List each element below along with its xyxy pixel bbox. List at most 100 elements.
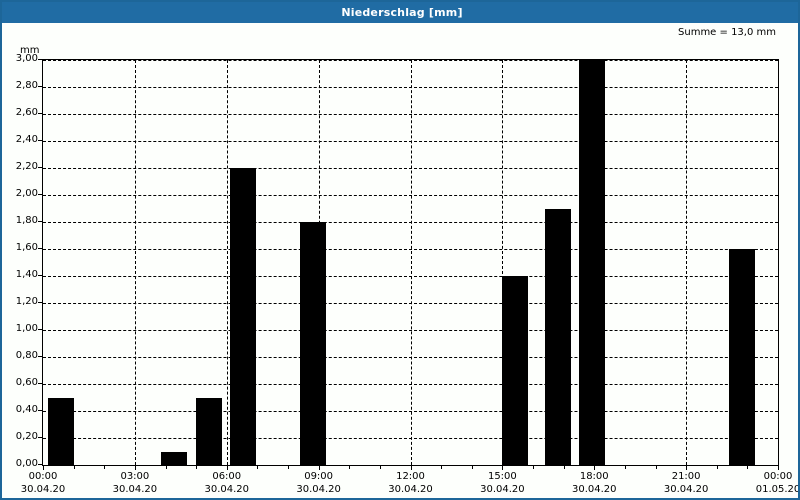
bar [300, 222, 327, 465]
x-axis-tick-mark [594, 465, 596, 470]
y-axis-tick-mark [38, 194, 42, 195]
plot-inner [43, 60, 778, 465]
x-axis-tick-mark [716, 465, 718, 469]
y-axis-tick-mark [38, 464, 42, 465]
bar [545, 208, 572, 465]
x-axis-tick-mark [288, 465, 289, 469]
x-axis-tick-date: 01.05.20 [755, 484, 800, 495]
x-axis-tick-time: 15:00 [487, 471, 517, 482]
y-axis-tick-mark [38, 302, 42, 303]
y-axis-tick-label: 0,80 [15, 350, 38, 361]
x-axis-tick-marks [42, 465, 779, 471]
y-axis-tick-mark [38, 329, 42, 330]
x-axis-tick-mark [471, 465, 473, 469]
y-axis-tick-label: 2,80 [15, 80, 38, 91]
sum-annotation: Summe = 13,0 mm [678, 27, 776, 38]
y-axis-tick-label: 1,20 [15, 296, 38, 307]
x-axis-tick-mark [104, 465, 106, 469]
x-axis-tick-time: 21:00 [671, 471, 701, 482]
x-axis-tick-time: 00:00 [28, 471, 58, 482]
bar [47, 397, 74, 465]
bar [729, 249, 756, 465]
y-axis-tick-label: 0,00 [15, 458, 38, 469]
x-axis-tick-mark [441, 465, 443, 469]
y-axis-tick-mark [38, 383, 42, 384]
x-axis-tick-date: 30.04.20 [388, 484, 433, 495]
x-axis-tick-label: 06:00 30.04.20 [187, 470, 267, 496]
x-axis-tick-mark [257, 465, 259, 469]
x-axis-tick-mark [624, 465, 626, 469]
bar [502, 276, 529, 465]
x-axis-tick-date: 30.04.20 [112, 484, 158, 495]
y-axis-tick-label: 0,40 [15, 404, 38, 415]
x-axis-tick-mark [655, 465, 657, 469]
x-axis-tick-mark [318, 465, 320, 470]
x-axis-tick-mark [196, 465, 198, 469]
x-axis-tick-mark [747, 465, 749, 469]
x-axis-tick-date: 30.04.20 [20, 484, 66, 495]
vertical-gridline [686, 60, 688, 465]
y-axis-tick-mark [38, 248, 42, 249]
y-axis-tick-label: 2,20 [15, 161, 38, 172]
y-axis-tick-mark [38, 113, 42, 114]
y-axis-tick-label: 0,60 [15, 377, 38, 388]
x-axis-tick-label: 00:00 30.04.20 [3, 470, 83, 496]
x-axis-tick-mark [686, 465, 688, 470]
x-axis-tick-mark [563, 465, 565, 469]
y-axis-tick-marks [2, 59, 42, 465]
y-axis-tick-mark [38, 275, 42, 276]
y-axis-tick-label: 1,80 [15, 215, 38, 226]
x-axis-tick-time: 03:00 [120, 471, 150, 482]
y-axis-tick-label: 3,00 [15, 53, 38, 64]
window-title-bar: Niederschlag [mm] [2, 2, 798, 23]
y-axis-tick-label: 0,20 [15, 431, 38, 442]
y-axis-tick-mark [38, 410, 42, 411]
chart-canvas: Summe = 13,0 mm mm 3,00 2,80 2,60 2,40 2,20 2… [2, 23, 798, 498]
x-axis-tick-time: 12:00 [396, 471, 425, 482]
x-axis-tick-label: 15:00 30.04.20 [462, 470, 542, 496]
x-axis-tick-mark [379, 465, 381, 469]
y-axis-tick-label: 2,00 [15, 188, 38, 199]
x-axis-tick-labels: 00:00 30.04.20 03:00 30.04.20 06:00 30.04.20 0… [2, 470, 800, 498]
y-axis-tick-mark [38, 167, 42, 168]
x-axis-tick-mark [502, 465, 504, 470]
x-axis-tick-label: 00:00 01.05.20 [738, 470, 800, 496]
x-axis-tick-mark [533, 465, 534, 469]
x-axis-tick-time: 06:00 [212, 471, 242, 482]
y-axis-tick-mark [38, 356, 42, 357]
x-axis-tick-mark [43, 465, 44, 470]
vertical-gridline [134, 60, 136, 465]
y-axis-tick-label: 1,40 [15, 269, 38, 280]
x-axis-tick-mark [778, 465, 779, 470]
vertical-gridline [502, 60, 504, 465]
x-axis-tick-time: 09:00 [304, 471, 334, 482]
y-axis-tick-mark [38, 221, 42, 222]
y-axis-tick-mark [38, 59, 42, 60]
bar [578, 60, 605, 465]
x-axis-tick-mark [410, 465, 412, 470]
x-axis-tick-date: 30.04.20 [480, 484, 525, 495]
x-axis-tick-mark [226, 465, 228, 470]
x-axis-tick-time: 18:00 [579, 471, 609, 482]
bar [160, 451, 187, 465]
y-axis-tick-mark [38, 86, 42, 87]
x-axis-tick-date: 30.04.20 [296, 484, 341, 495]
x-axis-tick-mark [134, 465, 136, 470]
y-axis-tick-mark [38, 140, 42, 141]
vertical-gridline [226, 60, 228, 465]
x-axis-tick-label: 12:00 30.04.20 [371, 470, 451, 496]
y-axis-tick-labels: 3,00 2,80 2,60 2,40 2,20 2,00 1,80 1,60 1,40 1,20… [2, 53, 38, 469]
x-axis-tick-date: 30.04.20 [204, 484, 250, 495]
x-axis-tick-mark [165, 465, 167, 469]
x-axis-tick-label: 21:00 30.04.20 [646, 470, 726, 496]
x-axis-tick-mark [349, 465, 351, 469]
x-axis-tick-date: 30.04.20 [571, 484, 617, 495]
x-axis-tick-time: 00:00 [763, 471, 793, 482]
y-axis-tick-mark [38, 437, 42, 438]
x-axis-tick-label: 03:00 30.04.20 [95, 470, 175, 496]
y-axis-tick-label: 2,60 [15, 107, 38, 118]
x-axis-tick-date: 30.04.20 [663, 484, 709, 495]
x-axis-tick-label: 09:00 30.04.20 [279, 470, 359, 496]
y-axis-tick-label: 1,60 [15, 242, 38, 253]
